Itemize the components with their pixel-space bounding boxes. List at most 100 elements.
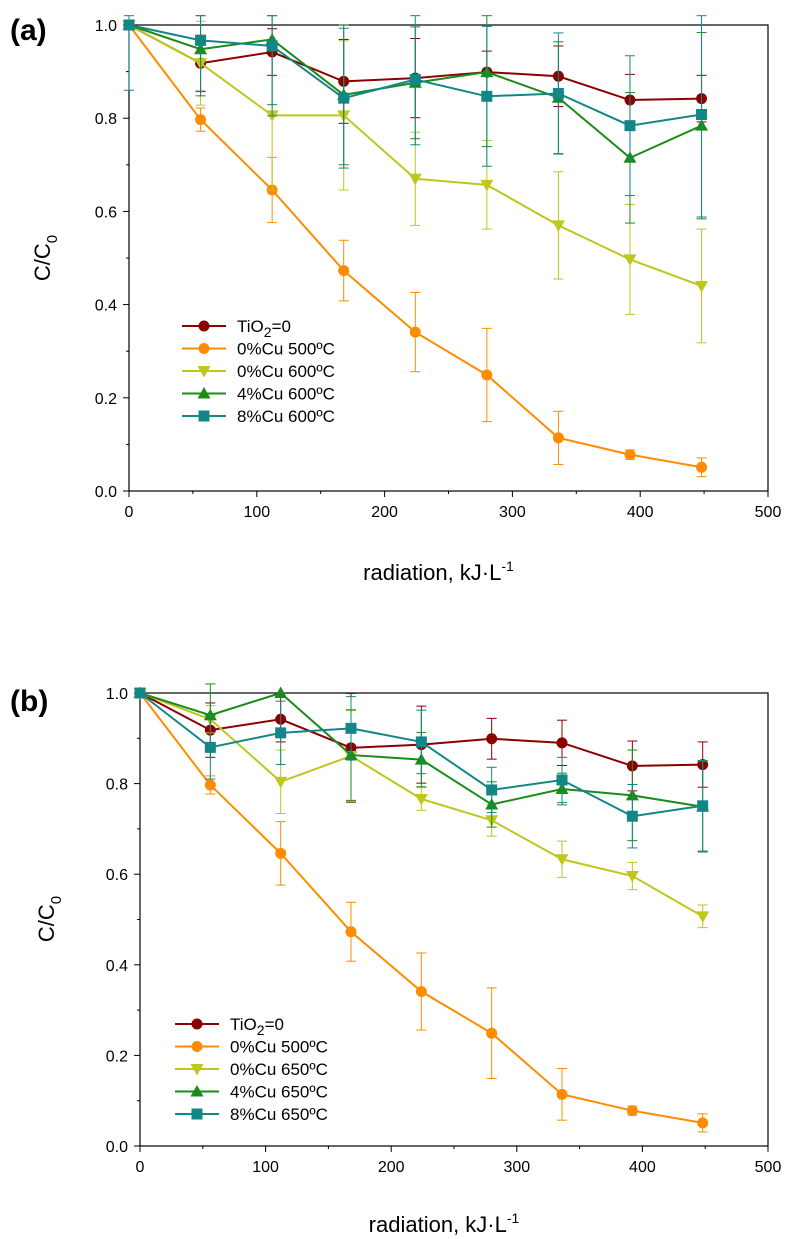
legend-marker — [191, 1018, 203, 1030]
legend-marker — [198, 320, 210, 332]
legend-label: TiO2=0 — [237, 317, 291, 340]
panel-b-x-tick-label: 500 — [755, 1159, 782, 1176]
legend-label: 0%Cu 600ºC — [237, 362, 335, 381]
panel-a-label: (a) — [10, 14, 47, 47]
panel-a-series-4: 8%Cu 600ºC — [123, 15, 708, 426]
panel-b-series-1: 0%Cu 500ºC — [134, 687, 709, 1133]
panel-a-x-tick-label: 300 — [499, 504, 526, 521]
legend-label: 8%Cu 650ºC — [230, 1105, 328, 1124]
legend-label: 0%Cu 650ºC — [230, 1060, 328, 1079]
legend-marker — [198, 343, 210, 354]
data-point — [481, 90, 493, 102]
panel-b-x-tick-label: 300 — [503, 1159, 530, 1176]
data-point — [409, 326, 421, 338]
data-point — [625, 871, 639, 883]
data-point — [204, 779, 216, 791]
data-point — [338, 92, 350, 104]
panel-b-label: (b) — [10, 685, 49, 718]
panel-b-x-axis-title: radiation, kJ·L-1 — [369, 1210, 520, 1237]
panel-b-y-tick-label: 1.0 — [106, 686, 128, 703]
panel-b-y-tick-label: 0.0 — [106, 1139, 128, 1156]
data-point — [415, 986, 427, 998]
legend-label: 0%Cu 500ºC — [230, 1038, 328, 1057]
data-point — [275, 847, 287, 859]
panel-a-y-tick-label: 0.6 — [95, 204, 117, 221]
panel-b-y-axis-title: C/C0 — [34, 896, 65, 942]
panel-a-plot-frame — [128, 24, 769, 492]
legend-marker — [191, 1041, 203, 1052]
panel-a-x-tick-label: 100 — [243, 504, 270, 521]
data-point — [486, 733, 498, 745]
data-point — [624, 449, 636, 461]
data-point — [623, 254, 637, 266]
panel-b-y-tick-label: 0.8 — [106, 777, 128, 794]
data-point — [626, 810, 638, 822]
panel-b-y-tick-label: 0.2 — [106, 1048, 128, 1065]
panel-a-y-axis-title: C/C0 — [30, 235, 61, 281]
data-point — [409, 74, 421, 86]
data-point — [480, 179, 494, 192]
panel-a-x-tick-label: 0 — [125, 504, 134, 521]
data-point — [697, 800, 709, 812]
data-point — [481, 369, 493, 381]
data-point — [697, 1117, 709, 1129]
data-point — [626, 1105, 638, 1117]
data-point — [123, 19, 135, 31]
data-point — [195, 114, 207, 126]
data-point — [486, 784, 498, 796]
panel-a-x-tick-label: 200 — [371, 504, 398, 521]
data-point — [274, 686, 288, 698]
panel-b-y-tick-label: 0.6 — [106, 867, 128, 884]
panel-b-series-4: 8%Cu 650ºC — [134, 687, 709, 1124]
legend-marker — [190, 1064, 204, 1076]
panel-b-series-2: 0%Cu 650ºC — [133, 688, 710, 1079]
panel-a-y-tick-label: 1.0 — [95, 18, 117, 35]
data-point — [274, 776, 288, 789]
legend-marker — [197, 366, 211, 378]
panel-b-chart: 0 100 200 300 400 500 0.0 0.2 0.4 0.6 0.8 1.0 radiat… — [34, 683, 782, 1237]
data-point — [556, 737, 568, 749]
data-point — [345, 722, 357, 734]
panel-b-x-tick-label: 200 — [378, 1159, 405, 1176]
panel-b-x-tick-label: 100 — [252, 1159, 279, 1176]
data-point — [275, 727, 287, 739]
panel-b-y-tick-label: 0.4 — [106, 958, 128, 975]
panel-b-x-tick-label: 400 — [629, 1159, 656, 1176]
data-point — [696, 108, 708, 120]
data-point — [134, 687, 146, 699]
data-point — [624, 120, 636, 132]
data-point — [555, 854, 569, 866]
panel-a-x-tick-label: 500 — [755, 504, 782, 521]
data-point — [415, 736, 427, 748]
data-point — [408, 173, 422, 186]
legend-label: 0%Cu 500ºC — [237, 340, 335, 359]
legend-label: 4%Cu 650ºC — [230, 1083, 328, 1102]
legend-label: 4%Cu 600ºC — [237, 385, 335, 404]
data-point — [695, 280, 709, 293]
data-point — [204, 741, 216, 753]
data-point — [414, 794, 428, 806]
legend-marker — [191, 1108, 203, 1120]
panel-a-x-tick-label: 400 — [627, 504, 654, 521]
legend-marker — [197, 387, 211, 399]
panel-a-chart: 0 100 200 300 400 500 0.0 0.2 0.4 0.6 0.8 1.0 radiat… — [30, 15, 782, 585]
panel-a-series-1: 0%Cu 500ºC — [123, 19, 708, 478]
data-point — [345, 926, 357, 938]
legend-marker — [198, 410, 210, 422]
data-point — [552, 88, 564, 100]
panel-a-y-tick-label: 0.0 — [95, 484, 117, 501]
data-point — [556, 774, 568, 786]
data-point — [203, 708, 217, 721]
data-point — [551, 220, 565, 232]
legend-label: 8%Cu 600ºC — [237, 407, 335, 426]
legend-label: TiO2=0 — [230, 1015, 284, 1038]
panel-b-x-tick-label: 0 — [136, 1159, 145, 1176]
panel-a-y-tick-label: 0.4 — [95, 298, 117, 315]
panel-a-y-tick-label: 0.2 — [95, 391, 117, 408]
data-point — [556, 1088, 568, 1100]
data-point — [338, 265, 350, 277]
data-point — [696, 461, 708, 473]
data-point — [552, 432, 564, 444]
data-point — [195, 34, 207, 46]
